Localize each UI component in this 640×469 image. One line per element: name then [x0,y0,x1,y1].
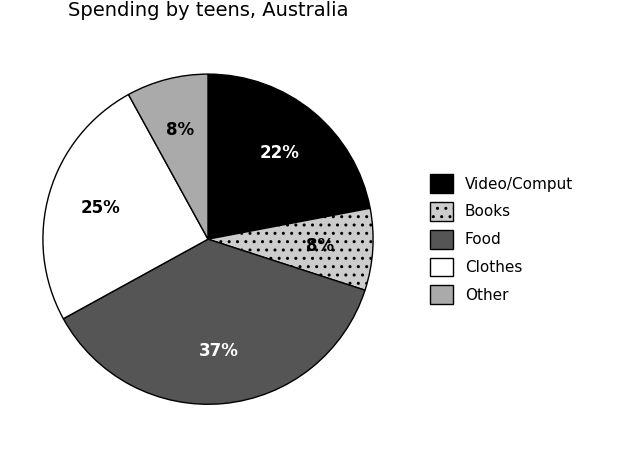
Text: 8%: 8% [166,121,194,139]
Legend: Video/Comput, Books, Food, Clothes, Other: Video/Comput, Books, Food, Clothes, Othe… [422,166,580,312]
Wedge shape [43,95,208,319]
Text: 25%: 25% [81,199,120,217]
Wedge shape [208,208,373,290]
Wedge shape [208,74,370,239]
Title: Spending by teens, Australia: Spending by teens, Australia [68,1,348,20]
Text: 37%: 37% [198,342,239,360]
Wedge shape [63,239,365,404]
Text: 22%: 22% [260,144,300,162]
Text: 8%: 8% [306,237,334,255]
Wedge shape [129,74,208,239]
